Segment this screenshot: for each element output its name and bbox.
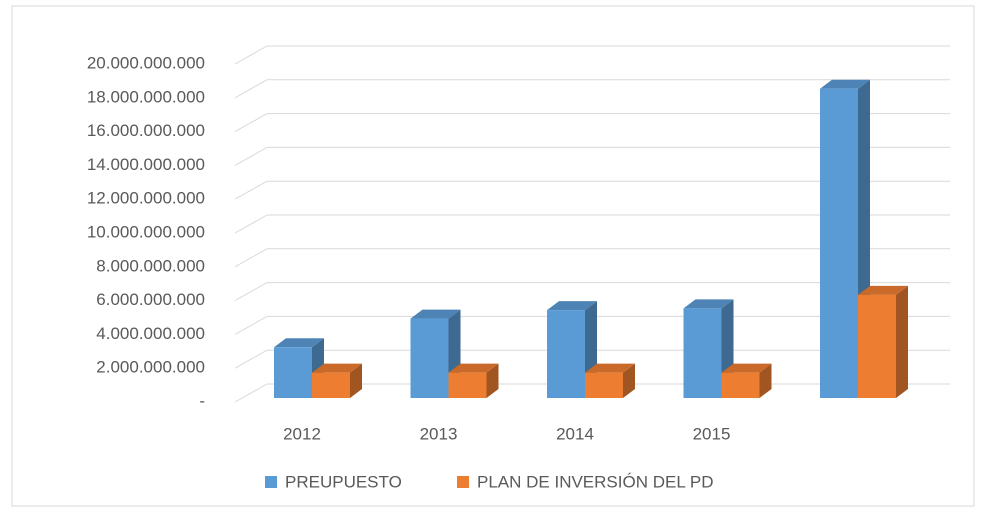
bar [820, 88, 858, 398]
bar-top [585, 363, 635, 373]
bar-side [896, 285, 908, 398]
y-tick-label: 14.000.000.000 [87, 155, 205, 174]
x-tick-label: 2015 [693, 424, 731, 443]
bar [547, 310, 585, 398]
legend-label: PLAN DE INVERSIÓN DEL PD [477, 472, 714, 491]
legend-swatch [457, 476, 469, 488]
grid-line [234, 248, 268, 268]
bar-top [721, 363, 772, 373]
grid-line [234, 282, 268, 302]
bar [721, 372, 760, 398]
bar-top [858, 285, 908, 295]
y-tick-label: 16.000.000.000 [87, 121, 205, 140]
grid-line [234, 79, 268, 99]
y-tick-label: 12.000.000.000 [87, 189, 205, 208]
y-tick-label: 10.000.000.000 [87, 222, 205, 241]
grid-line [234, 180, 268, 200]
x-tick-label: 2013 [420, 424, 458, 443]
bar-side [759, 363, 772, 398]
bar [585, 372, 623, 398]
bar [858, 294, 896, 398]
bar-top [820, 79, 870, 89]
y-tick-label: 8.000.000.000 [96, 256, 205, 275]
y-tick-label: 6.000.000.000 [96, 290, 205, 309]
bar-side [623, 363, 635, 398]
y-tick-label: - [199, 391, 205, 410]
bar [274, 347, 312, 398]
y-tick-label: 2.000.000.000 [96, 358, 205, 377]
grid-line [234, 113, 268, 133]
bar-top [410, 309, 461, 319]
bar-side [486, 363, 499, 398]
bar [683, 308, 722, 398]
bar [312, 372, 350, 398]
bar-top [448, 363, 499, 373]
chart-border [11, 5, 975, 507]
legend-swatch [265, 476, 277, 488]
bar [448, 372, 487, 398]
legend-label: PREUPUESTO [285, 472, 402, 491]
bar-top [683, 299, 734, 309]
bar-top [312, 363, 362, 373]
grid-line [234, 146, 268, 166]
grid-line [234, 214, 268, 234]
x-tick-label: 2012 [283, 424, 321, 443]
bar [410, 318, 449, 398]
bar-side [350, 363, 362, 398]
grid-line [234, 349, 268, 369]
y-tick-label: 20.000.000.000 [87, 53, 205, 72]
bar-top [547, 301, 597, 311]
grid-line [234, 315, 268, 335]
y-tick-label: 18.000.000.000 [87, 87, 205, 106]
grid-line [234, 383, 268, 403]
y-tick-label: 4.000.000.000 [96, 324, 205, 343]
x-tick-label: 2014 [556, 424, 594, 443]
grid-line [234, 45, 268, 65]
bar-top [274, 338, 324, 348]
